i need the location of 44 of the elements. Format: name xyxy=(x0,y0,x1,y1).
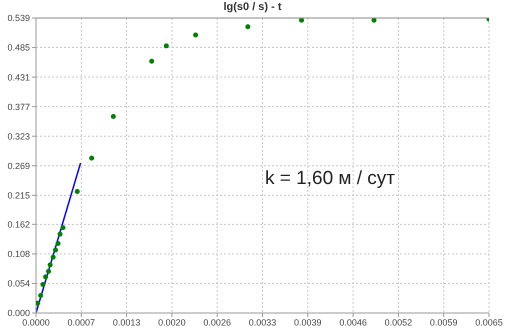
point xyxy=(372,18,377,23)
point xyxy=(164,43,169,48)
y-tick-label: 0.269 xyxy=(7,160,30,171)
y-tick-label: 0.539 xyxy=(7,13,30,24)
x-tick-label: 0.0065 xyxy=(475,317,503,328)
point xyxy=(193,32,198,38)
y-tick-label: 0.000 xyxy=(7,308,30,318)
y-tick-label: 0.215 xyxy=(7,190,30,201)
x-tick-label: 0.0059 xyxy=(430,317,458,328)
annotation: k = 1,60 м / сут xyxy=(265,168,396,190)
x-tick-label: 0.0026 xyxy=(203,317,231,328)
point xyxy=(299,18,304,23)
point xyxy=(56,240,61,246)
point xyxy=(245,24,250,30)
x-tick-label: 0.0046 xyxy=(339,317,367,328)
point xyxy=(149,58,154,64)
y-tick-label: 0.162 xyxy=(7,220,30,230)
point xyxy=(40,282,46,288)
y-tick-label: 0.485 xyxy=(7,42,30,53)
y-tick-label: 0.377 xyxy=(7,102,30,112)
x-tick-label: 0.0000 xyxy=(22,317,50,328)
point xyxy=(53,248,58,253)
point xyxy=(36,300,40,306)
point xyxy=(60,225,66,230)
x-tick-label: 0.0013 xyxy=(112,317,140,328)
x-tick-label: 0.0052 xyxy=(384,317,412,328)
y-tick-label: 0.323 xyxy=(7,131,30,142)
point xyxy=(38,292,44,298)
point xyxy=(89,156,94,161)
x-tick-label: 0.0033 xyxy=(248,317,276,328)
point xyxy=(110,114,116,120)
x-tick-label: 0.0007 xyxy=(68,317,96,328)
point xyxy=(50,254,56,260)
point xyxy=(74,188,80,194)
x-tick-label: 0.0020 xyxy=(158,317,186,328)
y-tick-label: 0.108 xyxy=(7,249,30,260)
y-tick-label: 0.054 xyxy=(7,278,30,289)
point xyxy=(46,268,52,274)
point xyxy=(43,274,48,280)
point xyxy=(48,262,53,268)
point xyxy=(58,232,63,237)
y-tick-label: 0.431 xyxy=(7,72,30,82)
chart-title: lg(s0 / s) - t xyxy=(222,1,283,13)
x-tick-label: 0.0039 xyxy=(294,317,322,328)
